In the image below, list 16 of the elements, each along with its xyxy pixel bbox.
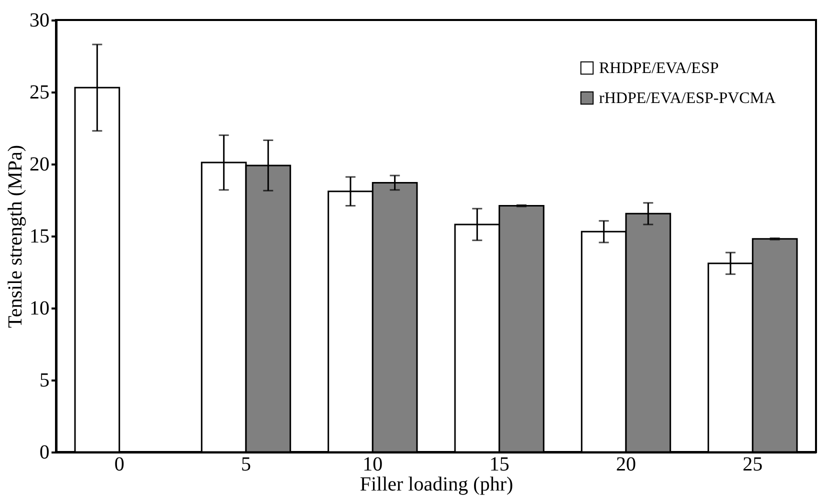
y-tick-label: 15 bbox=[30, 226, 50, 248]
x-tick-label: 0 bbox=[114, 454, 124, 476]
x-tick-label: 15 bbox=[489, 454, 510, 476]
x-tick-label: 25 bbox=[742, 454, 763, 476]
y-tick-label: 5 bbox=[40, 370, 50, 392]
y-tick-label: 25 bbox=[30, 82, 50, 104]
y-tick-label: 10 bbox=[30, 298, 50, 320]
y-tick-label: 20 bbox=[30, 154, 50, 176]
x-tick-label: 20 bbox=[616, 454, 636, 476]
legend-label: RHDPE/EVA/ESP bbox=[599, 60, 719, 77]
legend-label: rHDPE/EVA/ESP-PVCMA bbox=[599, 90, 776, 107]
y-axis-title: Tensile strength (MPa) bbox=[4, 144, 26, 328]
x-tick-label: 5 bbox=[241, 454, 251, 476]
x-tick-label: 10 bbox=[362, 454, 383, 476]
x-axis-title: Filler loading (phr) bbox=[360, 474, 514, 496]
y-tick-label: 30 bbox=[30, 10, 50, 32]
